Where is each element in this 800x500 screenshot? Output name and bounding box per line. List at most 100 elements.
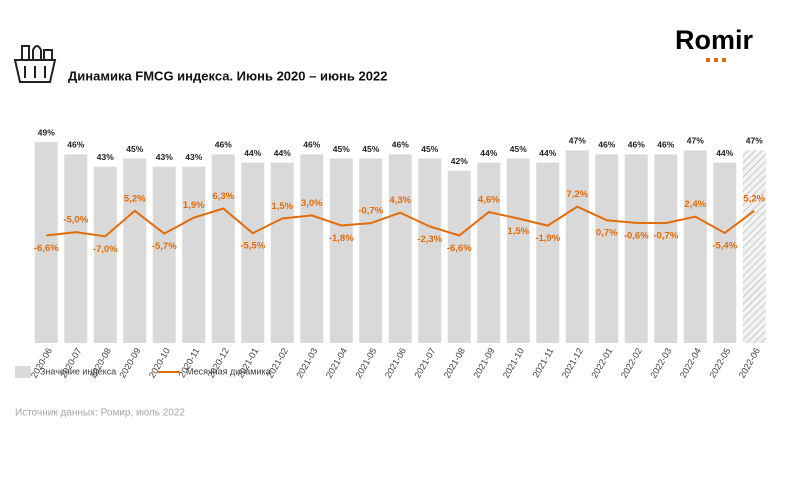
bar: [477, 162, 501, 343]
bar: [64, 154, 88, 343]
line-label: -6,6%: [447, 243, 472, 254]
line-label: 0,7%: [596, 228, 618, 239]
bar: [93, 166, 117, 343]
bar-label: 44%: [244, 148, 261, 158]
x-tick-label: 2022-02: [619, 346, 644, 380]
bar: [595, 154, 619, 343]
bar: [211, 154, 235, 343]
bar-label: 47%: [746, 136, 763, 146]
chart-title: Динамика FMCG индекса. Июнь 2020 – июнь …: [68, 68, 387, 83]
bar: [300, 154, 324, 343]
bar-label: 46%: [628, 140, 645, 150]
bar: [624, 154, 648, 343]
logo: Romir: [675, 25, 754, 55]
x-tick-label: 2021-04: [324, 346, 349, 380]
line-label: -0,7%: [653, 231, 678, 242]
line-label: 3,0%: [301, 198, 323, 209]
logo-dots: [706, 58, 726, 62]
bar-label: 47%: [687, 136, 704, 146]
line-label: 5,2%: [743, 193, 765, 204]
bar: [34, 142, 58, 343]
basket-icon: [13, 45, 57, 83]
legend-swatch: [15, 366, 31, 378]
bar-label: 43%: [156, 152, 173, 162]
line-label: -0,6%: [624, 230, 649, 241]
x-tick-label: 2022-01: [589, 346, 614, 380]
line-label: 1,9%: [183, 200, 205, 211]
line-label: -5,7%: [152, 241, 177, 252]
bar: [329, 158, 353, 343]
line: [46, 205, 755, 238]
bar: [536, 162, 560, 343]
bar-label: 45%: [126, 144, 143, 154]
bar: [565, 150, 589, 343]
bar-label: 46%: [657, 140, 674, 150]
x-tick-label: 2022-06: [737, 346, 762, 380]
bar-label: 43%: [97, 152, 114, 162]
bar-label: 49%: [38, 127, 55, 137]
bar: [182, 166, 206, 343]
x-tick-label: 2021-03: [294, 346, 319, 380]
bar-label: 44%: [274, 148, 291, 158]
bar-label: 45%: [333, 144, 350, 154]
line-label: -2,3%: [417, 234, 442, 245]
bar-label: 45%: [421, 144, 438, 154]
x-tick-label: 2021-10: [501, 346, 526, 380]
bar-label: 44%: [480, 148, 497, 158]
line-label: -6,6%: [34, 243, 59, 254]
bar: [506, 158, 530, 343]
line-label: -5,4%: [712, 240, 737, 251]
x-tick-label: 2021-12: [560, 346, 585, 380]
line-label: -1,8%: [329, 233, 354, 244]
line-label: -5,5%: [240, 241, 265, 252]
legend-label: Значение индекса: [40, 366, 116, 376]
bar-label: 45%: [362, 144, 379, 154]
line-label: 1,5%: [271, 201, 293, 212]
line-label: -0,7%: [358, 206, 383, 217]
x-tick-label: 2021-09: [471, 346, 496, 380]
x-tick-label: 2021-05: [353, 346, 378, 380]
line-label: 7,2%: [566, 189, 588, 200]
line-label: 4,3%: [389, 195, 411, 206]
line-label: 1,5%: [507, 226, 529, 237]
x-tick-label: 2022-03: [648, 346, 673, 380]
bar: [123, 158, 147, 343]
bar: [654, 154, 678, 343]
bar: [241, 162, 265, 343]
x-tick-label: 2022-05: [707, 346, 732, 380]
bar-label: 46%: [215, 140, 232, 150]
bar: [418, 158, 442, 343]
bar-label: 46%: [392, 140, 409, 150]
bar-label: 47%: [569, 136, 586, 146]
line-label: -7,0%: [93, 244, 118, 255]
bar-label: 45%: [510, 144, 527, 154]
bar-label: 46%: [303, 140, 320, 150]
bar: [447, 170, 471, 343]
x-tick-label: 2021-11: [531, 346, 556, 379]
bar: [742, 150, 766, 343]
x-tick-label: 2020-09: [117, 346, 142, 380]
line-label: 4,6%: [478, 195, 500, 206]
bar-label: 44%: [716, 148, 733, 158]
bar: [359, 158, 383, 343]
bar-label: 43%: [185, 152, 202, 162]
x-tick-label: 2021-06: [383, 346, 408, 380]
line-label: 6,3%: [212, 191, 234, 202]
bar: [683, 150, 707, 343]
line-label: -1,9%: [535, 233, 560, 244]
line-label: 5,2%: [124, 193, 146, 204]
bar: [270, 162, 294, 343]
line-label: -5,0%: [63, 215, 88, 226]
bar-label: 46%: [598, 140, 615, 150]
x-tick-label: 2020-10: [147, 346, 172, 380]
bar: [713, 162, 737, 343]
x-tick-label: 2021-07: [412, 346, 437, 380]
bar: [388, 154, 412, 343]
source: Источник данных: Ромир, июль 2022: [15, 408, 185, 419]
bar-label: 46%: [67, 140, 84, 150]
bar-label: 42%: [451, 156, 468, 166]
legend-label: Месячная динамика: [186, 366, 271, 376]
bar: [152, 166, 176, 343]
x-tick-label: 2022-04: [678, 346, 703, 380]
